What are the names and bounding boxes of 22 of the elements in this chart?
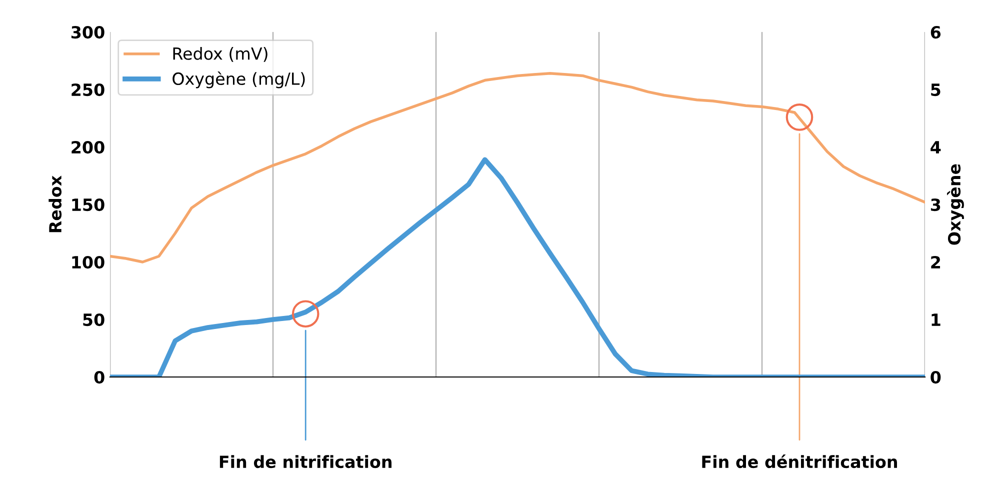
y2-tick-label: 6 <box>930 26 941 39</box>
y-tick-label: 100 <box>72 256 104 269</box>
text: Fin de nitrification <box>220 455 392 468</box>
y2-tick-label: 5 <box>931 84 940 96</box>
y2-tick-label: 4 <box>930 141 941 154</box>
y-tick-label: 150 <box>72 198 104 212</box>
line-series <box>110 157 925 377</box>
y-axis-title: Redox <box>48 176 62 232</box>
y-tick-label: 50 <box>83 313 104 326</box>
y-tick-label: 200 <box>72 140 104 154</box>
y2-tick-label: 2 <box>931 256 940 268</box>
y2-tick-label: 0 <box>930 370 941 384</box>
text: Fin de dénitrification <box>702 454 897 468</box>
y-tick-label: 300 <box>71 26 104 39</box>
y-tick-label: 250 <box>72 83 104 96</box>
legend-label: Redox (mV) <box>173 47 268 62</box>
y2-axis-title: Oxygène <box>947 164 964 245</box>
line-series <box>110 72 925 264</box>
y2-tick-label: 3 <box>930 198 940 212</box>
y2-tick-label: 1 <box>932 314 940 326</box>
legend-label: Oxygène (mg/L) <box>172 71 305 88</box>
y-tick-label: 0 <box>94 370 104 384</box>
